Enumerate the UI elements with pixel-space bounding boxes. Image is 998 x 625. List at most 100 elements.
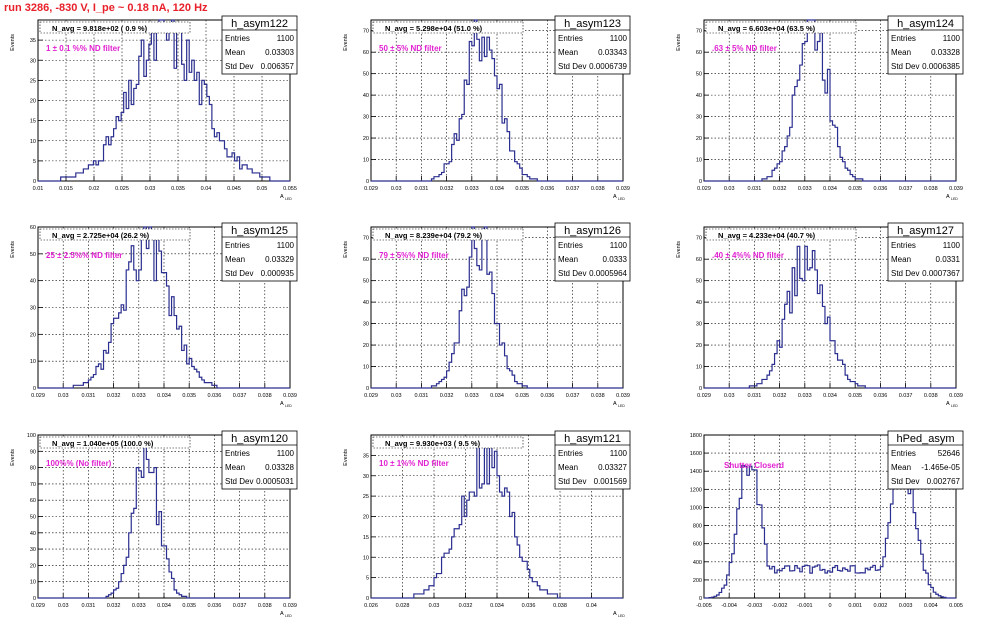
x-tick-label: -0.002 [772, 603, 788, 609]
y-tick-label: 60 [363, 50, 369, 56]
y-tick-label: 1200 [690, 487, 702, 493]
stats-std-value: 0.0006739 [589, 62, 627, 71]
x-tick-label: 0.034 [490, 186, 504, 192]
x-tick-label: 0.039 [949, 393, 963, 399]
x-axis-label: A [280, 611, 284, 617]
y-axis-label: Events [676, 241, 682, 258]
x-tick-label: 0.032 [107, 393, 121, 399]
y-tick-label: 40 [363, 300, 369, 306]
y-tick-label: 0 [33, 179, 36, 185]
x-tick-label: 0.037 [566, 393, 580, 399]
x-tick-label: 0.045 [227, 186, 241, 192]
stats-mean-label: Mean [558, 255, 578, 264]
x-tick-label: 0.034 [157, 393, 171, 399]
y-axis-label: Events [343, 241, 349, 258]
filter-note: 10 ± 1%% ND filter [379, 459, 449, 468]
stats-entries-value: 1100 [610, 241, 628, 250]
x-tick-label: 0.031 [748, 393, 762, 399]
stats-mean-label: Mean [225, 48, 245, 57]
x-tick-label: 0.04 [201, 186, 212, 192]
y-tick-label: 50 [696, 72, 702, 78]
x-tick-label: 0.03 [429, 603, 440, 609]
x-tick-label: 0.035 [515, 393, 529, 399]
stats-std-label: Std Dev [225, 269, 253, 278]
x-tick-label: 0.035 [182, 393, 196, 399]
x-tick-label: 0.039 [616, 186, 630, 192]
x-tick-label: 0.038 [591, 393, 605, 399]
y-axis-label: Events [676, 34, 682, 51]
y-tick-label: 5 [366, 576, 369, 582]
x-axis-label-sub: LED [285, 197, 292, 201]
y-tick-label: 600 [693, 542, 702, 548]
histogram-panel-h_asym123: 0.029 0.03 0.031 0.032 0.033 0.034 0.035 0.036 0… [343, 15, 631, 201]
x-tick-label: -0.005 [696, 603, 712, 609]
histogram-name: h_asym121 [564, 433, 621, 445]
stats-box [221, 15, 298, 75]
x-tick-label: 0.004 [924, 603, 938, 609]
x-tick-label: 0 [828, 603, 831, 609]
x-tick-label: 0.038 [258, 393, 272, 399]
y-tick-label: 40 [696, 93, 702, 99]
x-tick-label: 0.015 [59, 186, 73, 192]
stats-entries-value: 1100 [610, 449, 628, 458]
x-tick-label: 0.029 [364, 393, 378, 399]
y-tick-label: 0 [33, 386, 36, 392]
y-tick-label: 70 [30, 482, 36, 488]
histogram-name: hPed_asym [896, 433, 954, 445]
x-tick-label: 0.035 [848, 186, 862, 192]
stats-mean-label: Mean [891, 463, 911, 472]
x-tick-label: 0.03 [724, 186, 735, 192]
stats-entries-label: Entries [891, 34, 916, 43]
y-tick-label: 50 [30, 515, 36, 521]
navg-label: N_avg = 8.239e+04 (79.2 %) [385, 231, 483, 240]
y-tick-label: 20 [30, 332, 36, 338]
stats-entries-label: Entries [891, 449, 916, 458]
stats-mean-value: 0.0333 [603, 255, 628, 264]
filter-note: 25 ± 2.5%% ND filter [46, 251, 122, 260]
y-tick-label: 25 [363, 494, 369, 500]
stats-mean-value: 0.03343 [598, 48, 627, 57]
histogram-line [371, 226, 623, 389]
stats-mean-label: Mean [891, 48, 911, 57]
stats-box [554, 430, 631, 490]
stats-std-value: 0.0005964 [589, 269, 627, 278]
filter-note: Shutter Closerd [724, 461, 784, 470]
x-axis-label-sub: LED [951, 404, 958, 408]
x-tick-label: 0.001 [848, 603, 862, 609]
x-tick-label: 0.031 [415, 393, 429, 399]
y-tick-label: 35 [30, 38, 36, 44]
x-tick-label: 0.035 [848, 393, 862, 399]
x-tick-label: 0.034 [490, 603, 504, 609]
x-tick-label: 0.026 [364, 603, 378, 609]
x-tick-label: 0.038 [553, 603, 567, 609]
histogram-name: h_asym125 [231, 225, 288, 237]
x-axis-label-sub: LED [951, 197, 958, 201]
y-tick-label: 60 [363, 257, 369, 263]
y-tick-label: 20 [696, 136, 702, 142]
stats-mean-label: Mean [225, 255, 245, 264]
x-tick-label: -0.001 [797, 603, 813, 609]
x-tick-label: 0.035 [171, 186, 185, 192]
stats-std-label: Std Dev [891, 62, 919, 71]
y-tick-label: 70 [363, 29, 369, 35]
y-tick-label: 30 [30, 306, 36, 312]
y-tick-label: 800 [693, 524, 702, 530]
x-tick-label: 0.003 [899, 603, 913, 609]
stats-mean-value: 0.0331 [936, 255, 961, 264]
histogram-name: h_asym127 [897, 225, 954, 237]
x-tick-label: 0.05 [257, 186, 268, 192]
x-tick-label: 0.03 [58, 393, 69, 399]
stats-std-value: 0.0007367 [922, 269, 960, 278]
navg-label: N_avg = 9.930e+03 ( 9.5 %) [385, 439, 481, 448]
x-tick-label: 0.03 [145, 186, 156, 192]
y-tick-label: 0 [366, 179, 369, 185]
stats-std-label: Std Dev [558, 477, 586, 486]
x-tick-label: 0.02 [89, 186, 100, 192]
y-tick-label: 10 [696, 365, 702, 371]
x-tick-label: 0.036 [874, 186, 888, 192]
histogram-name: h_asym126 [564, 225, 621, 237]
x-tick-label: -0.004 [721, 603, 737, 609]
y-tick-label: 0 [33, 596, 36, 602]
histogram-line [704, 245, 956, 389]
